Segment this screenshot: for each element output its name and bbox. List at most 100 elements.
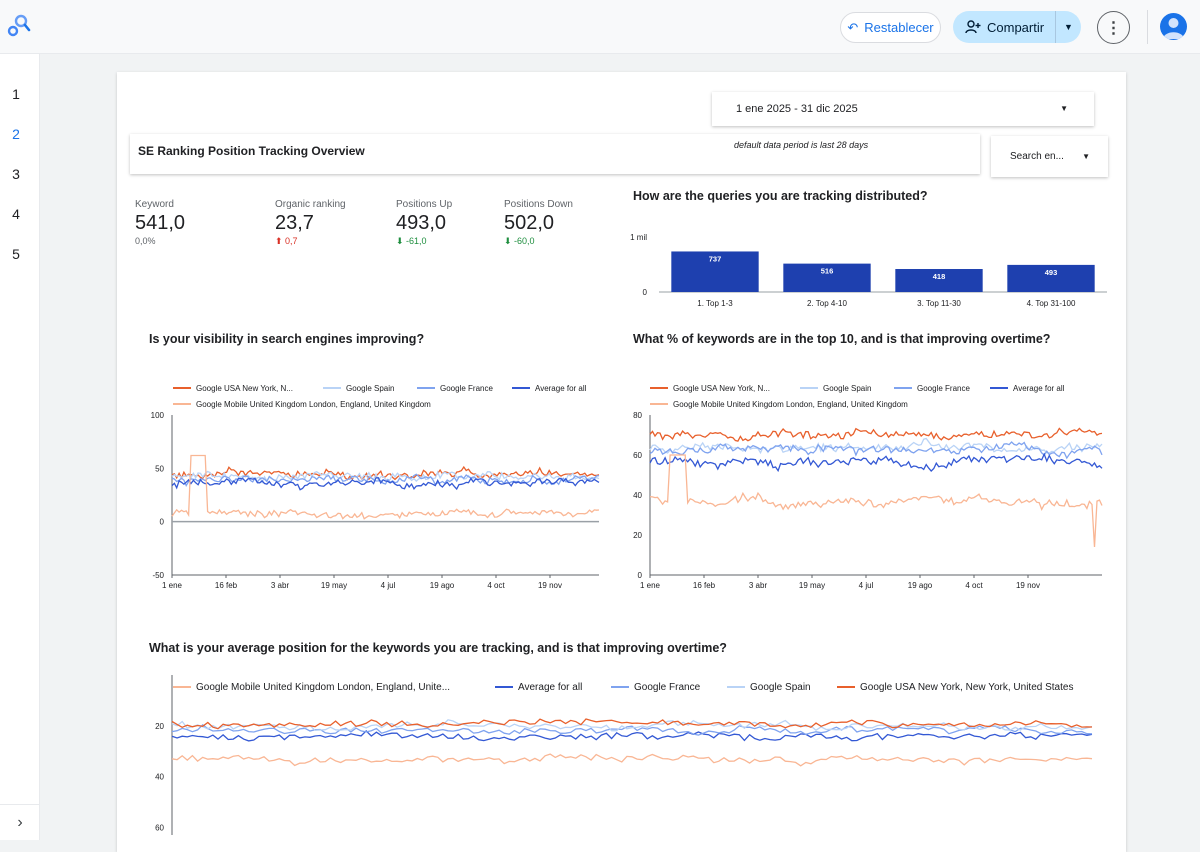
series-line-4 — [171, 477, 600, 491]
page-link-1[interactable]: 1 — [12, 86, 20, 102]
series-line-1 — [649, 427, 1103, 442]
account-icon — [1163, 18, 1184, 39]
y-tick-label: 100 — [151, 411, 165, 420]
bar-data-label: 516 — [821, 267, 834, 276]
report-title: SE Ranking Position Tracking Overview — [138, 144, 365, 158]
series-line-5 — [171, 454, 600, 520]
kpi-delta: 0,7 — [285, 236, 298, 246]
kpi-organic-ranking: Organic ranking 23,7 ⬆ 0,7 — [275, 199, 346, 247]
bar-4 — [1007, 264, 1095, 292]
page-link-5[interactable]: 5 — [12, 246, 20, 262]
caret-down-icon: ▼ — [1060, 104, 1068, 113]
arrow-down-icon: ⬇ — [396, 236, 407, 246]
looker-studio-logo-icon[interactable] — [6, 12, 32, 38]
y-tick-label: 60 — [155, 823, 164, 832]
series-line-2 — [171, 470, 600, 484]
expand-nav-button[interactable]: › — [0, 804, 40, 840]
kpi-delta: 0,0% — [135, 236, 156, 246]
bar-1 — [671, 251, 759, 292]
series-line-1 — [171, 753, 1093, 767]
series-line-2 — [171, 729, 1093, 742]
kpi-delta: -61,0 — [406, 236, 427, 246]
distribution-bar-chart: 1 mil 0 737 1. Top 1-3 516 2. Top 4-10 418 3. T… — [630, 233, 1107, 308]
legend-label: Average for all — [535, 384, 587, 393]
top-bar: ↶ Restablecer Compartir ▼ ⋮ — [0, 0, 1200, 54]
bar-data-label: 493 — [1045, 268, 1058, 277]
x-tick-label: 2. Top 4-10 — [807, 299, 847, 308]
kpi-value: 493,0 — [396, 212, 447, 234]
data-period-note: default data period is last 28 days — [734, 140, 869, 150]
average-position-line-chart: Google Mobile United Kingdom London, Eng… — [155, 675, 1093, 835]
x-tick-label: 19 nov — [1016, 581, 1040, 590]
series-line-3 — [649, 441, 1103, 460]
toolbar-divider — [1147, 10, 1148, 44]
avatar[interactable] — [1160, 13, 1187, 40]
add-person-icon — [965, 20, 981, 34]
x-tick-label: 1 ene — [162, 581, 183, 590]
y-tick-label: 40 — [633, 491, 642, 500]
x-tick-label: 19 may — [799, 581, 825, 590]
x-tick-label: 19 ago — [908, 581, 933, 590]
report-canvas: 1 ene 2025 - 31 dic 2025 ▼ SE Ranking Po… — [117, 72, 1126, 852]
kpi-delta: -60,0 — [514, 236, 535, 246]
legend-label: Google Spain — [346, 384, 394, 393]
series-line-4 — [649, 452, 1103, 473]
legend-label: Average for all — [1013, 384, 1065, 393]
page-link-4[interactable]: 4 — [12, 206, 20, 222]
page-navigation: 1 2 3 4 5 › — [0, 54, 40, 840]
report-title-card: SE Ranking Position Tracking Overview de… — [130, 134, 980, 174]
x-tick-label: 3 abr — [271, 581, 290, 590]
share-label: Compartir — [987, 19, 1045, 35]
kpi-label: Keyword — [135, 199, 174, 210]
x-tick-label: 19 ago — [430, 581, 455, 590]
y-tick-label: 0 — [643, 288, 648, 297]
bar-3 — [895, 269, 983, 292]
undo-icon: ↶ — [847, 19, 859, 35]
date-range-control[interactable]: 1 ene 2025 - 31 dic 2025 ▼ — [712, 92, 1094, 126]
x-tick-label: 3. Top 11-30 — [917, 299, 961, 308]
series-line-1 — [171, 465, 600, 481]
kpi-positions-up: Positions Up 493,0 ⬇ -61,0 — [396, 199, 452, 247]
y-tick-label: 20 — [155, 722, 164, 731]
more-options-button[interactable]: ⋮ — [1097, 11, 1130, 44]
legend-label: Google USA New York, New York, United St… — [860, 682, 1073, 693]
kpi-label: Organic ranking — [275, 199, 346, 210]
search-engine-filter[interactable]: Search en... ▼ — [991, 136, 1108, 177]
x-tick-label: 4 jul — [381, 581, 396, 590]
share-button[interactable]: Compartir — [953, 11, 1056, 43]
x-tick-label: 19 may — [321, 581, 347, 590]
series-line-3 — [171, 473, 600, 488]
legend-label: Google Mobile United Kingdom London, Eng… — [196, 400, 431, 409]
caret-down-icon: ▼ — [1082, 152, 1090, 161]
bar-data-label: 418 — [933, 272, 946, 281]
legend-label: Google Mobile United Kingdom London, Eng… — [673, 400, 908, 409]
kpi-label: Positions Up — [396, 199, 453, 210]
reset-label: Restablecer — [864, 20, 934, 35]
chevron-right-icon: › — [17, 813, 23, 831]
bar-data-label: 737 — [709, 254, 722, 263]
kpi-value: 541,0 — [135, 212, 186, 234]
y-tick-label: 0 — [638, 571, 643, 580]
share-dropdown-button[interactable]: ▼ — [1056, 22, 1081, 32]
top10-line-chart: Google USA New York, N... Google Spain Goo… — [633, 384, 1103, 590]
x-tick-label: 1. Top 1-3 — [697, 299, 733, 308]
page-link-2[interactable]: 2 — [12, 126, 20, 142]
x-tick-label: 1 ene — [640, 581, 661, 590]
caret-down-icon: ▼ — [1064, 22, 1073, 32]
search-filter-label: Search en... — [1010, 151, 1064, 162]
y-tick-label: 40 — [155, 773, 164, 782]
kpi-keyword: Keyword 541,0 0,0% — [135, 199, 185, 246]
legend-label: Google Mobile United Kingdom London, Eng… — [196, 682, 450, 693]
arrow-up-icon: ⬆ — [275, 236, 286, 246]
page-link-3[interactable]: 3 — [12, 166, 20, 182]
legend-label: Google Spain — [750, 682, 811, 693]
reset-button[interactable]: ↶ Restablecer — [840, 12, 941, 43]
series-line-3 — [171, 723, 1093, 736]
legend-label: Google USA New York, N... — [673, 384, 770, 393]
y-tick-label: 50 — [155, 464, 164, 473]
legend-label: Google France — [917, 384, 970, 393]
y-tick-label: 0 — [160, 518, 165, 527]
x-tick-label: 16 feb — [215, 581, 238, 590]
series-line-5 — [649, 454, 1103, 548]
avgpos-heading: What is your average position for the ke… — [149, 641, 727, 655]
